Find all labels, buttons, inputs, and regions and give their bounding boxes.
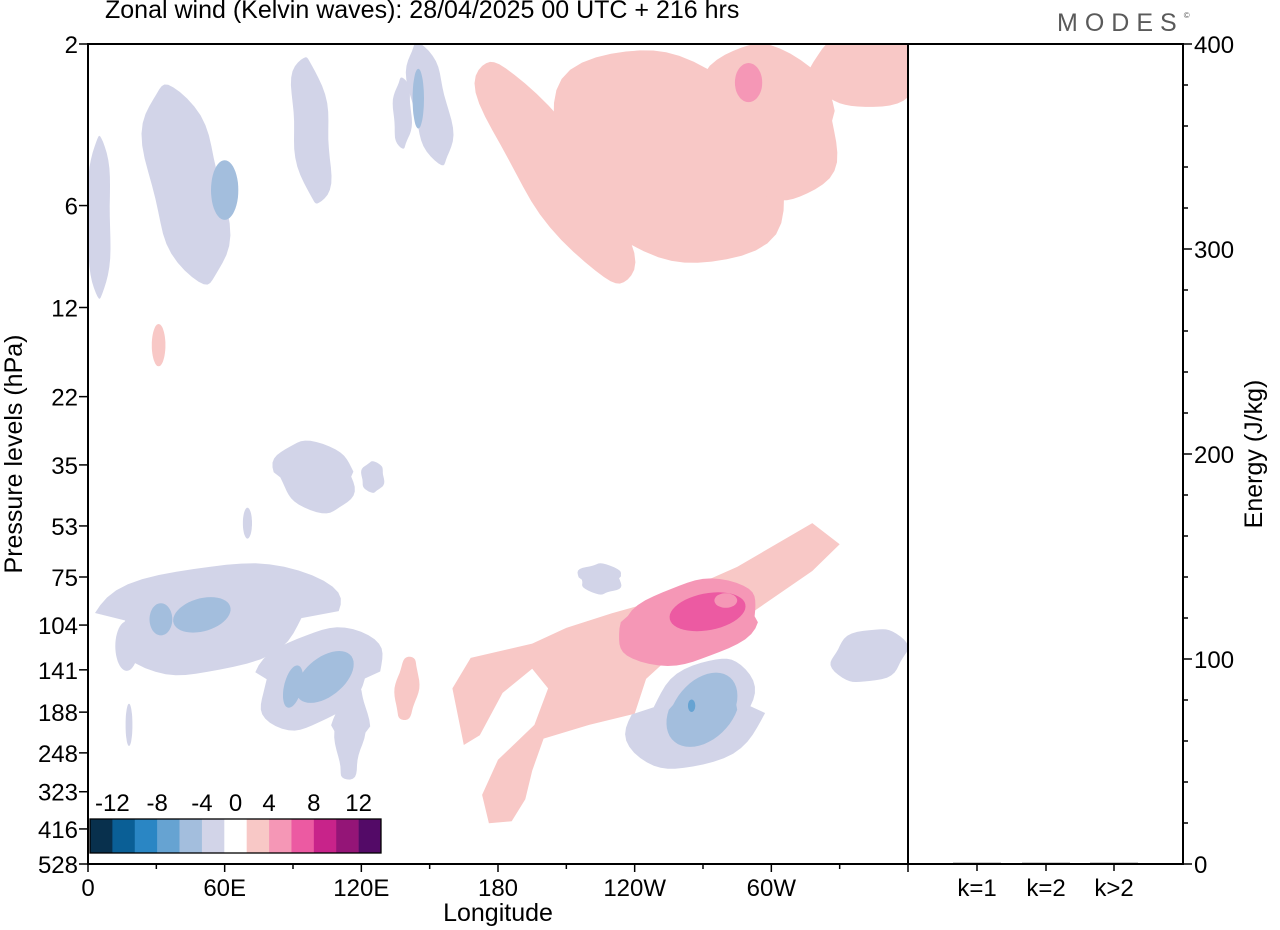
colorbar-swatch [246, 819, 270, 853]
energy-category-label: k>2 [1094, 875, 1133, 902]
colorbar-label: 8 [307, 790, 320, 817]
y-tick-label: 416 [38, 817, 78, 844]
x-tick-label: 180 [478, 875, 518, 902]
x-tick-label: 120E [333, 875, 389, 902]
positive-core [714, 593, 738, 608]
y-tick-label: 141 [38, 658, 78, 685]
energy-bar [1090, 862, 1138, 864]
energy-plot-frame [907, 43, 1184, 865]
y-tick-label: 323 [38, 780, 78, 807]
negative-band [392, 77, 412, 149]
y-tick-label: 6 [65, 194, 78, 221]
y-axis: 2 6 12 22 35 53 75 104 141 188 248 323 416 528 Pressur… [0, 32, 88, 879]
negative-band [830, 629, 908, 682]
colorbar-swatch [358, 819, 382, 853]
energy-bar [953, 862, 1001, 864]
negative-core [412, 68, 424, 129]
energy-axis-label: Energy (J/kg) [1240, 380, 1268, 529]
negative-core [173, 597, 231, 633]
negative-core [296, 651, 354, 703]
colorbar-swatch [201, 819, 225, 853]
y-tick-label: 35 [51, 453, 78, 480]
energy-tick-label: 0 [1194, 852, 1207, 879]
y-tick-label: 53 [51, 514, 78, 541]
negative-band [141, 84, 231, 285]
x-tick-label: 60W [747, 875, 797, 902]
energy-tick-label: 200 [1194, 442, 1234, 469]
x-axis: 0 60E 120E 180 120W 60W Longitude [81, 864, 909, 927]
colorbar-swatch [179, 819, 203, 853]
negative-core [211, 160, 239, 220]
energy-tick-label: 400 [1194, 32, 1234, 59]
colorbar-swatch [269, 819, 292, 853]
positive-band [394, 656, 420, 720]
chart-title: Zonal wind (Kelvin waves): 28/04/2025 00… [105, 0, 740, 24]
negative-band [577, 563, 622, 595]
colorbar: -12 -8 -4 0 4 8 12 [89, 790, 382, 854]
negative-band [272, 440, 355, 514]
positive-core [734, 63, 763, 103]
energy-bar [1022, 862, 1070, 864]
energy-category-label: k=1 [957, 875, 996, 902]
colorbar-label: 4 [262, 790, 275, 817]
colorbar-swatch [157, 819, 180, 853]
negative-band [361, 461, 385, 493]
colorbar-label: -8 [146, 790, 167, 817]
colorbar-swatch [336, 819, 359, 853]
wind-anomaly-field [88, 44, 908, 824]
positive-band [474, 61, 636, 284]
negative-core [666, 672, 738, 747]
x-tick-label: 60E [203, 875, 246, 902]
colorbar-swatch [134, 819, 158, 853]
modes-logo: MODES© [1057, 9, 1190, 37]
x-tick-label: 0 [81, 875, 94, 902]
y-tick-label: 104 [38, 613, 78, 640]
y-tick-label: 528 [38, 852, 78, 879]
energy-tick-label: 300 [1194, 237, 1234, 264]
positive-band [808, 44, 908, 107]
positive-band [151, 324, 166, 367]
colorbar-swatch [90, 819, 113, 853]
negative-band [115, 621, 139, 671]
colorbar-label: -12 [95, 790, 130, 817]
y-tick-label: 22 [51, 385, 78, 412]
negative-core [149, 603, 173, 636]
colorbar-label: 0 [229, 790, 242, 817]
energy-panel: 0 100 200 300 400 Energy (J/kg) k=1 k=2 k>2 [953, 32, 1268, 902]
energy-category-label: k=2 [1026, 875, 1065, 902]
x-tick-label: 120W [603, 875, 666, 902]
energy-tick-label: 100 [1194, 647, 1234, 674]
negative-band [125, 703, 133, 746]
y-tick-label: 2 [65, 32, 78, 59]
y-tick-label: 75 [51, 565, 78, 592]
y-tick-label: 12 [51, 295, 78, 322]
colorbar-label: 12 [345, 790, 372, 817]
y-tick-label: 188 [38, 700, 78, 727]
negative-band [88, 135, 111, 299]
y-axis-label: Pressure levels (hPa) [0, 335, 28, 574]
colorbar-label: -4 [191, 790, 212, 817]
y-tick-label: 248 [38, 741, 78, 768]
negative-core [283, 665, 303, 708]
colorbar-swatch [313, 819, 337, 853]
colorbar-swatch [224, 819, 247, 853]
positive-band [452, 523, 840, 824]
colorbar-swatch [291, 819, 315, 853]
negative-band [242, 507, 252, 539]
negative-band [290, 57, 332, 204]
colorbar-swatch [112, 819, 136, 853]
negative-band [331, 684, 371, 780]
negative-core [688, 699, 696, 712]
x-axis-label: Longitude [443, 899, 553, 927]
